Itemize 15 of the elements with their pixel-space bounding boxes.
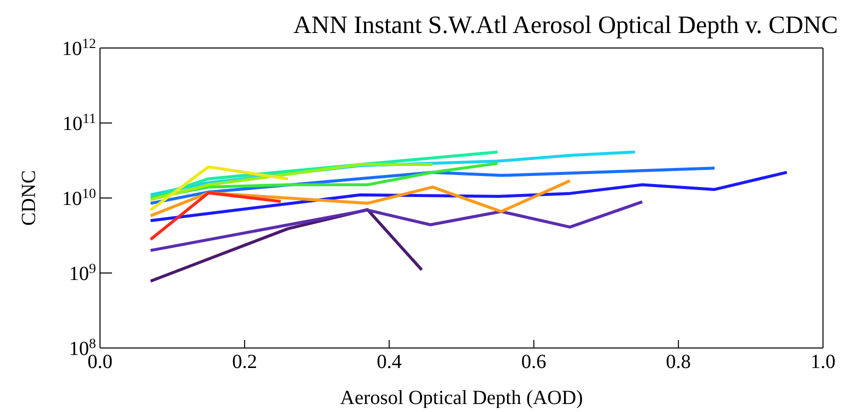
chart-title: ANN Instant S.W.Atl Aerosol Optical Depth v. CDNC	[292, 12, 838, 40]
line-series	[149, 170, 788, 222]
line-series	[149, 179, 572, 218]
x-tick-label: 0.6	[521, 351, 546, 374]
line-series	[149, 200, 644, 252]
x-tick-label: 0.4	[376, 351, 402, 374]
y-tick-label: 10$^{11}$	[62, 112, 96, 135]
y-tick-label: 10$^{10}$	[62, 186, 96, 210]
y-axis-title: CDNC	[18, 170, 40, 226]
y-tick-label: 10$^{12}$	[62, 36, 96, 60]
x-tick-label: 1.0	[810, 351, 836, 374]
x-tick-label: 0.2	[232, 351, 258, 374]
y-tick-label: 10$^{9}$	[69, 262, 96, 285]
x-axis-title: Aerosol Optical Depth (AOD)	[340, 387, 583, 409]
x-tick-label: 0.8	[666, 351, 691, 374]
